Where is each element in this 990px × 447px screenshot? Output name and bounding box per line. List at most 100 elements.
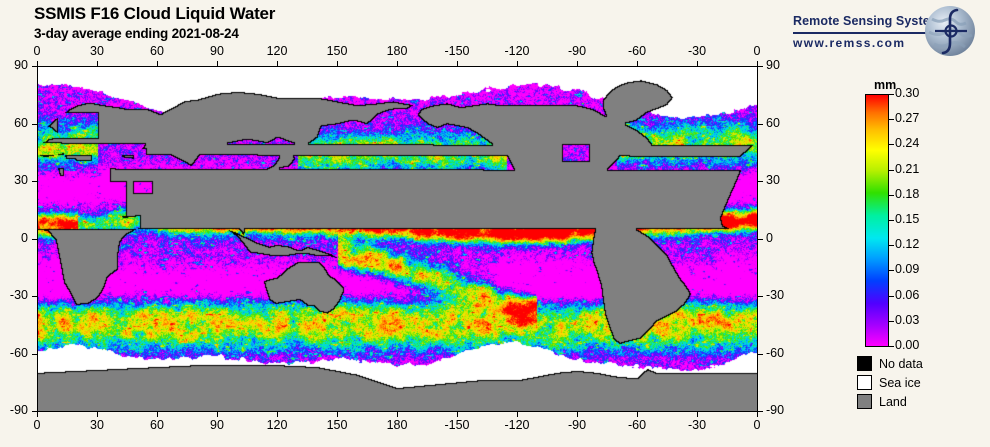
map-plot-area[interactable]: [37, 66, 758, 412]
legend-swatch-sea-ice: [857, 375, 872, 390]
brand-divider: [793, 32, 941, 34]
x-tick-label-bottom-0: 0: [753, 418, 761, 432]
x-tick-label-top-180: 180: [386, 44, 408, 58]
x-tick-label-bottom--90: -90: [567, 418, 587, 432]
x-tick-mark: [217, 412, 218, 417]
legend-label-no-data: No data: [879, 356, 923, 371]
y-tick-label-left-30: 30: [14, 173, 28, 187]
y-tick-mark: [32, 66, 37, 67]
x-tick-mark: [757, 61, 758, 66]
x-tick-mark: [457, 61, 458, 66]
y-tick-mark: [758, 238, 763, 240]
colorbar-tick-mark: [889, 220, 894, 221]
x-tick-mark: [757, 412, 758, 417]
x-tick-label-top--30: -30: [687, 44, 707, 58]
x-tick-label-bottom--150: -150: [444, 418, 470, 432]
page-subtitle: 3-day average ending 2021-08-24: [34, 26, 239, 41]
colorbar-tick-label-0.21: 0.21: [895, 161, 920, 176]
x-tick-label-top-0: 0: [33, 44, 41, 58]
y-tick-label-right-60: 60: [766, 115, 780, 130]
y-tick-label-left-90: 90: [14, 58, 28, 72]
colorbar-tick-mark: [889, 346, 894, 347]
legend-label-sea-ice: Sea ice: [879, 375, 921, 390]
legend-item-sea-ice: Sea ice: [857, 373, 987, 392]
x-tick-mark: [637, 61, 638, 66]
y-tick-mark: [758, 296, 763, 297]
y-tick-mark: [758, 411, 763, 412]
y-tick-mark: [32, 296, 37, 297]
x-tick-mark: [697, 61, 698, 66]
y-tick-mark: [32, 411, 37, 412]
colorbar-tick-mark: [889, 194, 894, 196]
x-tick-label-top--60: -60: [627, 44, 647, 58]
colorbar-tick-mark: [889, 169, 894, 171]
colorbar-tick-mark: [889, 119, 894, 121]
x-tick-mark: [337, 412, 338, 417]
globe-icon: [921, 2, 979, 65]
x-tick-label-top-60: 60: [150, 44, 164, 58]
x-tick-mark: [337, 61, 338, 66]
y-tick-label-right-0: 0: [766, 230, 773, 245]
x-tick-label-top--120: -120: [504, 44, 530, 58]
x-tick-mark: [517, 61, 518, 66]
y-tick-mark: [32, 353, 37, 355]
legend-item-land: Land: [857, 392, 987, 411]
y-tick-mark: [758, 123, 763, 125]
x-tick-mark: [637, 412, 638, 417]
x-tick-mark: [277, 412, 278, 417]
y-tick-label-left--60: -60: [9, 345, 28, 360]
colorbar-tick-mark: [889, 94, 894, 95]
colorbar-tick-label-0.03: 0.03: [895, 312, 920, 327]
colorbar-tick-mark: [889, 295, 894, 297]
x-tick-label-bottom-60: 60: [150, 418, 164, 432]
x-tick-mark: [97, 61, 98, 66]
x-tick-label-bottom--120: -120: [504, 418, 530, 432]
colorbar-gradient: [865, 94, 889, 347]
x-tick-label-bottom-90: 90: [210, 418, 224, 432]
x-tick-mark: [577, 412, 578, 417]
legend-swatch-no-data: [857, 356, 872, 371]
colorbar-unit-label: mm: [874, 78, 897, 92]
brand-logo: Remote Sensing Systems www.remss.com: [793, 6, 983, 64]
page-title: SSMIS F16 Cloud Liquid Water: [34, 4, 276, 23]
x-tick-label-top-150: 150: [326, 44, 348, 58]
x-tick-label-bottom-180: 180: [386, 418, 408, 432]
legend-swatch-land: [857, 394, 872, 409]
legend-item-no-data: No data: [857, 354, 987, 373]
y-tick-label-right--90: -90: [766, 403, 785, 417]
y-tick-label-left-60: 60: [14, 115, 28, 130]
x-tick-mark: [397, 412, 398, 417]
x-tick-mark: [697, 412, 698, 417]
x-tick-label-top-30: 30: [90, 44, 104, 58]
x-tick-mark: [277, 61, 278, 66]
x-tick-mark: [157, 61, 158, 66]
x-tick-label-bottom-0: 0: [33, 418, 41, 432]
x-tick-mark: [397, 61, 398, 66]
x-tick-label-bottom-150: 150: [326, 418, 348, 432]
colorbar-tick-label-0.27: 0.27: [895, 111, 920, 126]
colorbar-tick-label-0.24: 0.24: [895, 136, 920, 151]
y-tick-label-right-90: 90: [766, 58, 780, 72]
colorbar-tick-label-0.00: 0.00: [895, 338, 920, 352]
colorbar-tick-mark: [889, 144, 894, 146]
y-tick-label-left-0: 0: [21, 230, 28, 245]
y-tick-mark: [758, 66, 763, 67]
colorbar-tick-label-0.15: 0.15: [895, 212, 920, 226]
y-tick-label-right-30: 30: [766, 173, 780, 187]
x-tick-label-top-120: 120: [266, 44, 288, 58]
x-tick-mark: [157, 412, 158, 417]
colorbar-tick-mark: [889, 320, 894, 322]
x-tick-mark: [97, 412, 98, 417]
colorbar-tick-label-0.12: 0.12: [895, 237, 920, 252]
x-tick-label-bottom--60: -60: [627, 418, 647, 432]
y-tick-label-left--30: -30: [9, 288, 28, 302]
legend-label-land: Land: [879, 394, 907, 409]
colorbar-tick-label-0.30: 0.30: [895, 86, 920, 100]
x-tick-label-top-0: 0: [753, 44, 761, 58]
x-tick-label-bottom--30: -30: [687, 418, 707, 432]
mask-legend: No data Sea ice Land: [857, 354, 987, 411]
y-tick-mark: [32, 238, 37, 240]
cloud-liquid-water-heatmap[interactable]: [38, 67, 757, 411]
colorbar-tick-label-0.18: 0.18: [895, 186, 920, 201]
y-tick-mark: [758, 181, 763, 182]
